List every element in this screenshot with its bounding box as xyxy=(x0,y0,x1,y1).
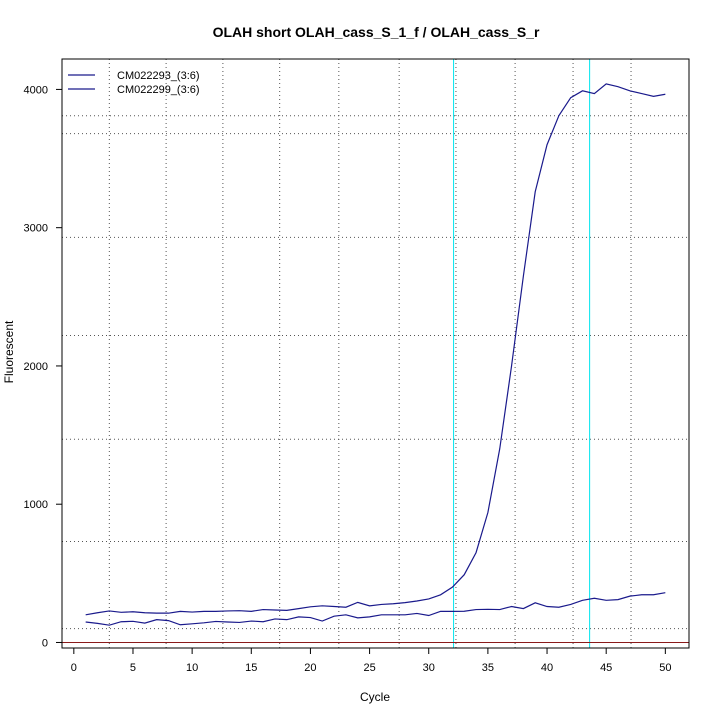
y-tick-label-3: 3000 xyxy=(24,223,48,235)
threshold-lines xyxy=(453,59,591,648)
y-tick-label-0: 0 xyxy=(42,637,48,649)
x-tick-label-2: 10 xyxy=(186,662,198,674)
x-tick-label-3: 15 xyxy=(245,662,257,674)
x-tick-label-1: 5 xyxy=(130,662,136,674)
y-axis-label: Fluorescent xyxy=(2,320,16,383)
legend: CM022293_(3:6) CM022299_(3:6) xyxy=(68,70,200,96)
series-line-0 xyxy=(85,592,666,626)
chart-title: OLAH short OLAH_cass_S_1_f / OLAH_cass_S… xyxy=(213,24,540,40)
x-axis: 0 5 10 15 20 25 30 35 40 45 50 xyxy=(71,647,671,674)
x-tick-label-8: 40 xyxy=(541,662,553,674)
y-tick-label-4: 4000 xyxy=(24,84,48,96)
legend-label-0: CM022293_(3:6) xyxy=(117,70,200,82)
x-tick-label-0: 0 xyxy=(71,662,77,674)
series-line-1 xyxy=(85,83,666,616)
y-axis: 0 1000 2000 3000 4000 xyxy=(24,84,63,649)
y-tick-label-2: 2000 xyxy=(24,361,48,373)
series-lines xyxy=(85,83,666,626)
plot-frame xyxy=(61,58,690,649)
x-tick-label-10: 50 xyxy=(659,662,671,674)
x-tick-label-4: 20 xyxy=(304,662,316,674)
legend-label-1: CM022299_(3:6) xyxy=(117,84,200,96)
x-axis-label: Cycle xyxy=(360,690,390,704)
x-tick-label-6: 30 xyxy=(423,662,435,674)
x-tick-label-5: 25 xyxy=(363,662,375,674)
grid-lines xyxy=(62,59,689,648)
x-tick-label-9: 45 xyxy=(600,662,612,674)
x-tick-label-7: 35 xyxy=(482,662,494,674)
y-tick-label-1: 1000 xyxy=(24,499,48,511)
